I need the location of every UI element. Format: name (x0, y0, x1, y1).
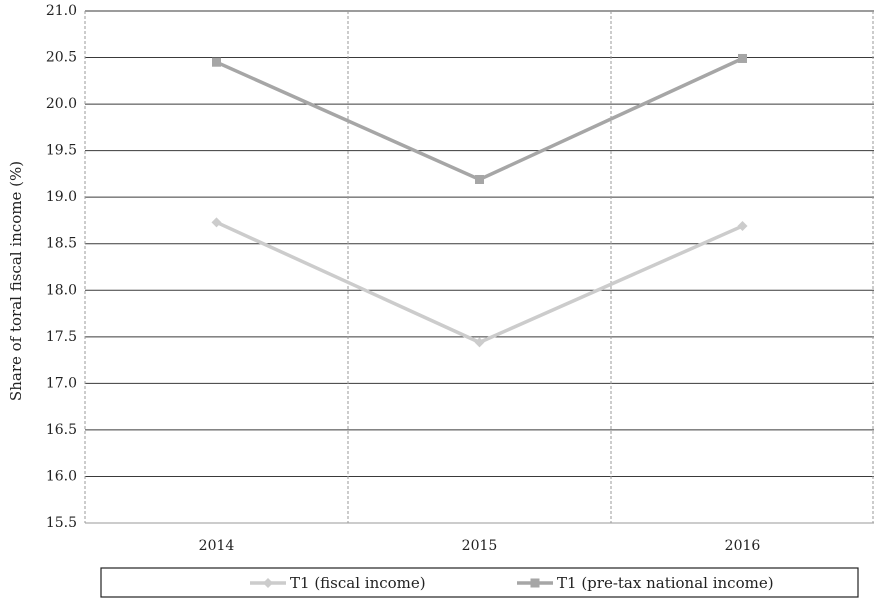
x-tick-label: 2014 (199, 538, 235, 554)
legend-swatch-marker (263, 578, 273, 588)
y-tick-label: 17.5 (46, 329, 77, 345)
y-tick-label: 18.0 (46, 282, 77, 298)
grid (85, 10, 874, 523)
legend: T1 (fiscal income) T1 (pre-tax national i… (100, 567, 859, 598)
y-tick-label: 17.0 (46, 375, 77, 391)
y-tick-label: 16.5 (46, 422, 77, 438)
y-tick-label: 21.0 (46, 3, 77, 19)
y-tick-labels: 15.5 16.0 16.5 17.0 17.5 18.0 18.5 19.0 19.5 20.0… (46, 3, 77, 531)
y-tick-label: 20.0 (46, 96, 77, 112)
y-tick-label: 19.0 (46, 189, 77, 205)
legend-swatch-marker (530, 578, 540, 588)
series-line (215, 56, 744, 182)
y-tick-label: 18.5 (46, 236, 77, 252)
x-tick-label: 2015 (462, 538, 498, 554)
data-point (475, 174, 484, 184)
series-1 (211, 217, 748, 348)
x-tick-label: 2016 (725, 538, 761, 554)
data-point (737, 221, 748, 232)
y-tick-label: 16.0 (46, 468, 77, 484)
x-tick-labels: 2014 2015 2016 (199, 538, 761, 554)
data-point (211, 217, 222, 228)
y-tick-label: 15.5 (46, 515, 77, 531)
series-line (215, 220, 744, 345)
y-tick-label: 19.5 (46, 143, 77, 159)
legend-label: T1 (fiscal income) (290, 574, 426, 592)
data-point (738, 53, 747, 63)
axes (84, 11, 874, 524)
legend-label: T1 (pre-tax national income) (557, 574, 774, 592)
legend-box (100, 567, 859, 598)
series-layer (211, 53, 748, 348)
y-axis-label: Share of toral fiscal income (%) (7, 161, 25, 401)
series-2 (212, 53, 747, 184)
data-point (212, 57, 221, 67)
data-point (474, 337, 485, 348)
y-tick-label: 20.5 (46, 50, 77, 66)
